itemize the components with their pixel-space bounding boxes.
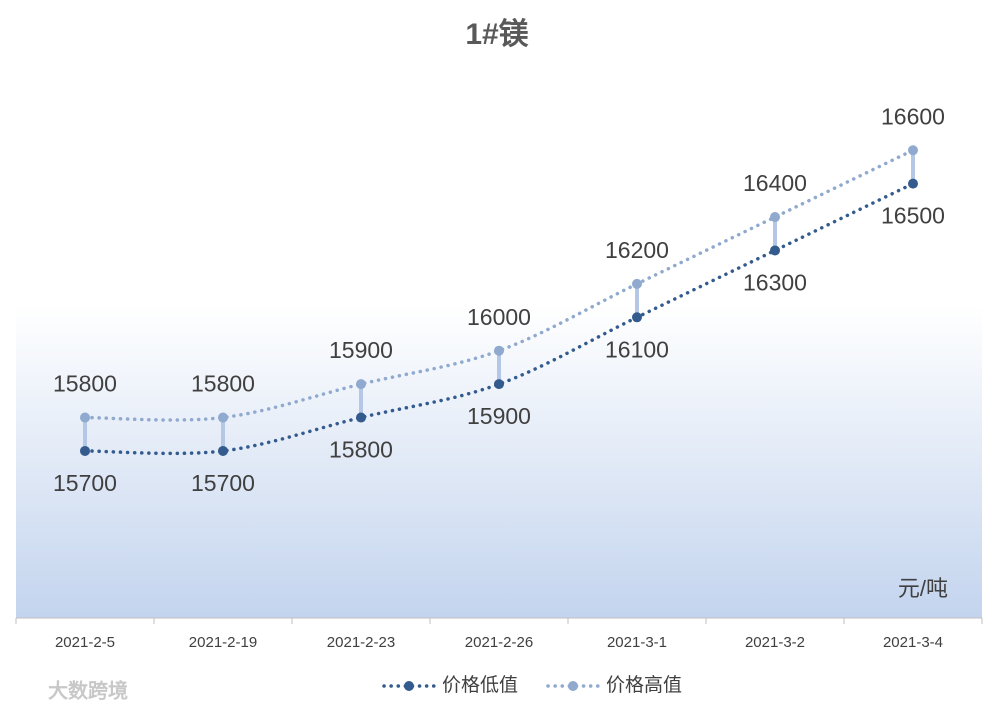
x-tick-label: 2021-3-1 bbox=[607, 634, 667, 651]
data-label: 16200 bbox=[605, 237, 669, 263]
point bbox=[908, 145, 918, 156]
chart-title: 1#镁 bbox=[465, 18, 528, 51]
legend-marker bbox=[568, 681, 579, 691]
watermark: 大数跨境 bbox=[48, 678, 128, 702]
data-label: 15900 bbox=[467, 403, 531, 429]
data-label: 16500 bbox=[881, 203, 945, 229]
x-tick-label: 2021-3-2 bbox=[745, 634, 805, 651]
point bbox=[80, 445, 90, 456]
point bbox=[494, 345, 504, 356]
data-label: 15800 bbox=[53, 371, 117, 397]
data-label: 15700 bbox=[191, 470, 255, 496]
point bbox=[770, 212, 780, 223]
point bbox=[908, 178, 918, 189]
x-tick-label: 2021-3-4 bbox=[883, 634, 943, 651]
point bbox=[356, 412, 366, 423]
plot-area bbox=[16, 50, 982, 618]
point bbox=[632, 312, 642, 323]
point bbox=[632, 278, 642, 289]
data-label: 15800 bbox=[191, 371, 255, 397]
point bbox=[494, 379, 504, 390]
point bbox=[770, 245, 780, 256]
data-label: 16100 bbox=[605, 336, 669, 362]
point bbox=[218, 445, 228, 456]
x-tick-label: 2021-2-5 bbox=[55, 634, 115, 651]
legend-label: 价格高值 bbox=[606, 674, 682, 696]
data-label: 16300 bbox=[743, 270, 807, 296]
legend-marker bbox=[404, 681, 414, 691]
x-tick-label: 2021-2-26 bbox=[465, 634, 533, 651]
data-label: 16400 bbox=[743, 170, 807, 196]
point bbox=[356, 379, 366, 390]
data-label: 16600 bbox=[881, 103, 945, 129]
data-label: 15800 bbox=[329, 437, 393, 463]
data-label: 15900 bbox=[329, 337, 393, 363]
x-tick-label: 2021-2-19 bbox=[189, 634, 257, 651]
data-label: 15700 bbox=[53, 470, 117, 496]
point bbox=[80, 412, 90, 423]
x-tick-label: 2021-2-23 bbox=[327, 634, 395, 651]
point bbox=[218, 412, 228, 423]
unit-label: 元/吨 bbox=[898, 576, 948, 601]
data-label: 16000 bbox=[467, 304, 531, 330]
legend-label: 价格低值 bbox=[442, 674, 518, 696]
